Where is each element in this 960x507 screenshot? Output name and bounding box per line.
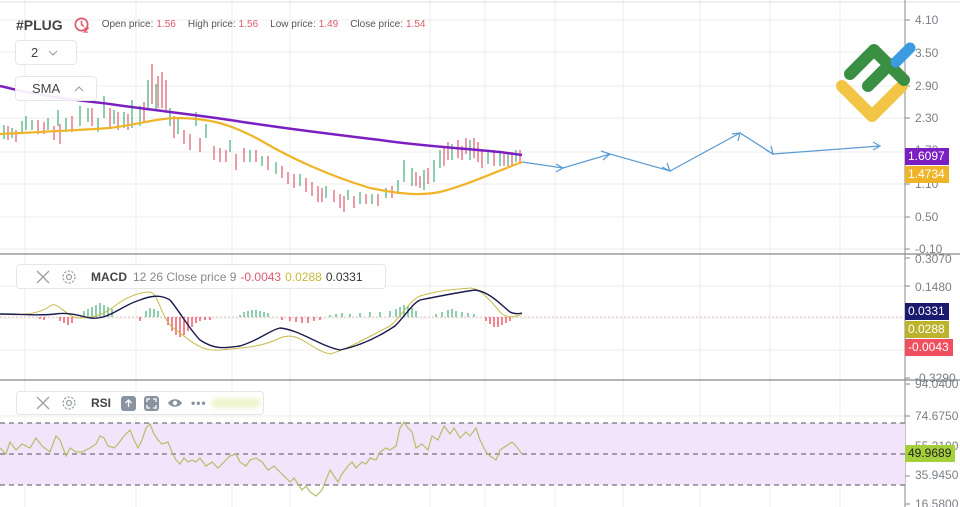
high-price-value: 1.56 xyxy=(238,19,259,30)
symbol-title: #PLUG xyxy=(16,16,63,33)
price-tick: 3.50 xyxy=(915,46,939,60)
price-tick: 0.50 xyxy=(915,210,939,224)
sma-slow-price-tag: 1.6097 xyxy=(905,148,949,165)
macd-signal-value: 0.0288 xyxy=(285,269,322,284)
price-tick: 2.30 xyxy=(915,111,939,125)
period-value: 2 xyxy=(31,45,39,60)
price-tick: 4.10 xyxy=(915,13,939,27)
rsi-tick: 16.5800 xyxy=(915,497,959,507)
maximize-button[interactable] xyxy=(144,395,160,411)
macd-legend: MACD 12 26 Close price 9 -0.0043 0.0288 … xyxy=(16,264,386,289)
close-icon[interactable] xyxy=(35,395,51,411)
chevron-up-icon xyxy=(74,85,84,91)
macd-line xyxy=(0,289,523,351)
maximize-icon xyxy=(146,397,157,409)
macd-tick: 0.3070 xyxy=(915,252,952,266)
forecast-arrows xyxy=(521,132,882,173)
macd-value-tag: 0.0331 xyxy=(905,303,949,320)
macd-tick: -0.3290 xyxy=(915,371,956,385)
period-dropdown[interactable]: 2 xyxy=(15,40,77,65)
macd-histogram-tag: -0.0043 xyxy=(905,339,953,356)
rsi-value-tag: 49.9689 xyxy=(905,445,956,462)
eye-icon[interactable] xyxy=(167,397,183,409)
close-price-label: Close price: xyxy=(350,19,403,30)
rsi-tick: 35.9450 xyxy=(915,468,959,482)
high-price-label: High price: xyxy=(187,19,236,30)
gear-icon[interactable] xyxy=(61,395,77,411)
arrow-up-icon xyxy=(125,398,132,407)
macd-histogram-value: -0.0043 xyxy=(240,269,282,284)
macd-signal-tag: 0.0288 xyxy=(905,321,949,338)
more-options-icon[interactable]: ••• xyxy=(191,396,207,410)
rsi-tick: 94.0400 xyxy=(915,377,959,391)
macd-signal-line xyxy=(0,287,523,355)
price-tick: -0.10 xyxy=(915,242,943,256)
macd-value: 0.0331 xyxy=(325,269,363,284)
clock-z-icon[interactable] xyxy=(73,16,90,33)
open-price-label: Open price: xyxy=(101,19,154,30)
open-price-value: 1.56 xyxy=(156,19,176,30)
sma-fast-price-tag: 1.4734 xyxy=(905,166,949,183)
gear-icon[interactable] xyxy=(61,269,77,285)
close-price-value: 1.54 xyxy=(406,19,426,30)
brand-logo xyxy=(836,42,916,122)
macd-histogram xyxy=(39,303,511,337)
rsi-tick: 74.6750 xyxy=(915,409,959,423)
move-up-button[interactable] xyxy=(121,395,137,411)
macd-name: MACD xyxy=(91,269,127,284)
price-tick: 2.90 xyxy=(915,79,939,93)
rsi-value-blurred xyxy=(210,398,261,408)
ohlc-header: #PLUG Open price: 1.56 High price: 1.56 … xyxy=(16,16,437,33)
rsi-legend: RSI ••• xyxy=(16,391,264,415)
rsi-line xyxy=(0,420,523,497)
rsi-name: RSI xyxy=(91,396,112,410)
macd-tick: 0.1480 xyxy=(915,280,952,294)
macd-params: 12 26 Close price 9 xyxy=(133,269,237,284)
sma-fast-line xyxy=(0,116,523,196)
sma-label: SMA xyxy=(32,81,61,96)
sma-indicator-toggle[interactable]: SMA xyxy=(15,76,97,101)
low-price-label: Low price: xyxy=(270,19,316,30)
chevron-down-icon xyxy=(48,50,58,56)
close-icon[interactable] xyxy=(35,269,51,285)
low-price-value: 1.49 xyxy=(318,19,339,30)
